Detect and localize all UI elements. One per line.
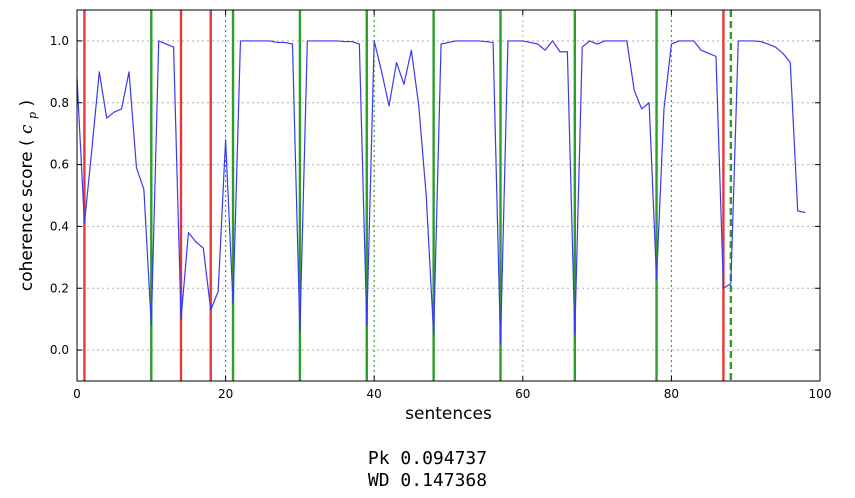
series-layer	[76, 40, 806, 345]
y-axis-label-math-base: c	[17, 124, 37, 134]
y-tick-label: 0.0	[50, 343, 69, 357]
y-axis-label-math-open: (	[17, 139, 37, 146]
y-axis-label-text: coherence score	[17, 151, 37, 291]
y-axis-label-math-sub: p	[26, 112, 39, 119]
wd-metric: WD 0.147368	[367, 470, 488, 491]
y-axis-label-math-close: )	[17, 100, 37, 107]
grid	[77, 10, 820, 381]
y-axis-label: coherence score ( c p )	[17, 100, 41, 291]
metrics-block: Pk 0.094737 WD 0.147368	[0, 448, 855, 492]
plot-frame	[76, 9, 821, 382]
x-tick-label: 80	[664, 387, 679, 401]
series-line	[76, 40, 806, 345]
y-tick-label: 0.4	[50, 219, 69, 233]
x-tick-label: 0	[73, 387, 81, 401]
x-tick-label: 100	[809, 387, 832, 401]
pk-metric: Pk 0.094737	[367, 448, 488, 469]
x-tick-label: 20	[218, 387, 233, 401]
y-tick-label: 0.6	[50, 158, 69, 172]
x-tick-label: 60	[515, 387, 530, 401]
x-axis-label: sentences	[405, 404, 492, 424]
coherence-chart: 0 20 40 60 80 100 0.0 0.2 0.4 0.6 0.8 1.0 sentences…	[17, 9, 832, 424]
x-tick-label: 40	[367, 387, 382, 401]
ticks: 0 20 40 60 80 100 0.0 0.2 0.4 0.6 0.8 1.0	[50, 10, 832, 401]
y-tick-label: 0.2	[50, 281, 69, 295]
y-tick-label: 0.8	[50, 96, 69, 110]
y-tick-label: 1.0	[50, 34, 69, 48]
